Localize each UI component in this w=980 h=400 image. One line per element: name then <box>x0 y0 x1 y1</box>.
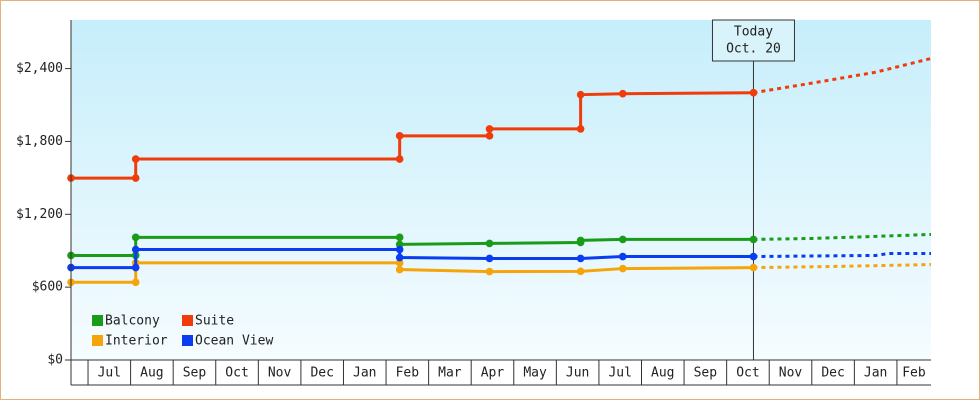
data-point <box>749 88 758 97</box>
data-point <box>618 264 627 273</box>
legend-label: Suite <box>195 314 234 329</box>
forecast-line <box>753 263 932 270</box>
legend-label: Interior <box>105 334 168 349</box>
data-point <box>485 132 494 140</box>
data-point <box>749 263 758 272</box>
x-tick-label: Aug <box>651 366 674 381</box>
data-point <box>576 254 585 263</box>
data-point <box>395 233 404 242</box>
data-point <box>131 278 140 287</box>
data-point <box>395 245 404 254</box>
x-tick-label: Aug <box>140 366 163 381</box>
data-point <box>395 265 404 274</box>
y-tick-label: $0 <box>47 353 63 368</box>
x-tick-label: Sep <box>694 366 718 381</box>
x-tick-label: Nov <box>268 366 292 381</box>
data-point <box>485 267 494 276</box>
data-point <box>131 245 140 254</box>
legend-swatch <box>182 315 193 326</box>
data-point <box>131 155 140 163</box>
data-point <box>485 254 494 263</box>
data-point <box>395 132 404 140</box>
x-tick-label: Oct <box>225 366 248 381</box>
x-tick-label: Nov <box>779 366 803 381</box>
data-point <box>395 259 404 267</box>
data-point <box>749 235 758 244</box>
legend-swatch <box>92 335 103 346</box>
x-tick-label: May <box>523 366 547 381</box>
x-tick-label: Sep <box>183 366 207 381</box>
data-point <box>576 90 585 99</box>
data-point <box>485 239 494 248</box>
x-tick-label: Feb <box>396 366 420 381</box>
legend-label: Ocean View <box>195 334 273 349</box>
x-tick-label: Jul <box>98 366 121 381</box>
data-point <box>395 155 404 163</box>
data-point <box>485 125 494 133</box>
data-point <box>576 236 585 245</box>
plot-area <box>71 20 931 360</box>
x-tick-label: Feb <box>902 366 926 381</box>
today-label: Oct. 20 <box>726 42 781 57</box>
y-tick-label: $600 <box>32 280 63 295</box>
data-point <box>131 174 140 182</box>
y-tick-label: $1,800 <box>16 134 63 149</box>
data-point <box>131 263 140 272</box>
forecast-line <box>753 252 931 259</box>
today-label: Today <box>734 25 773 40</box>
x-tick-label: Mar <box>438 366 462 381</box>
legend-label: Balcony <box>105 314 160 329</box>
x-tick-label: Jan <box>864 366 887 381</box>
y-tick-label: $1,200 <box>16 207 63 222</box>
data-point <box>576 267 585 276</box>
x-tick-label: Jun <box>566 366 589 381</box>
x-tick-label: Jan <box>353 366 376 381</box>
data-point <box>618 89 627 98</box>
x-tick-label: Oct <box>736 366 759 381</box>
data-point <box>618 235 627 244</box>
data-point <box>618 252 627 261</box>
legend-swatch <box>92 315 103 326</box>
x-tick-label: Dec <box>821 366 844 381</box>
y-tick-label: $2,400 <box>16 61 63 76</box>
x-tick-label: Dec <box>310 366 333 381</box>
forecast-line <box>753 57 932 95</box>
data-point <box>749 252 758 261</box>
forecast-line <box>753 232 932 241</box>
x-tick-label: Apr <box>481 366 505 381</box>
x-tick-label: Jul <box>608 366 631 381</box>
legend-swatch <box>182 335 193 346</box>
data-point <box>131 233 140 242</box>
data-point <box>576 125 585 133</box>
data-point <box>395 253 404 262</box>
today-box <box>711 19 795 62</box>
